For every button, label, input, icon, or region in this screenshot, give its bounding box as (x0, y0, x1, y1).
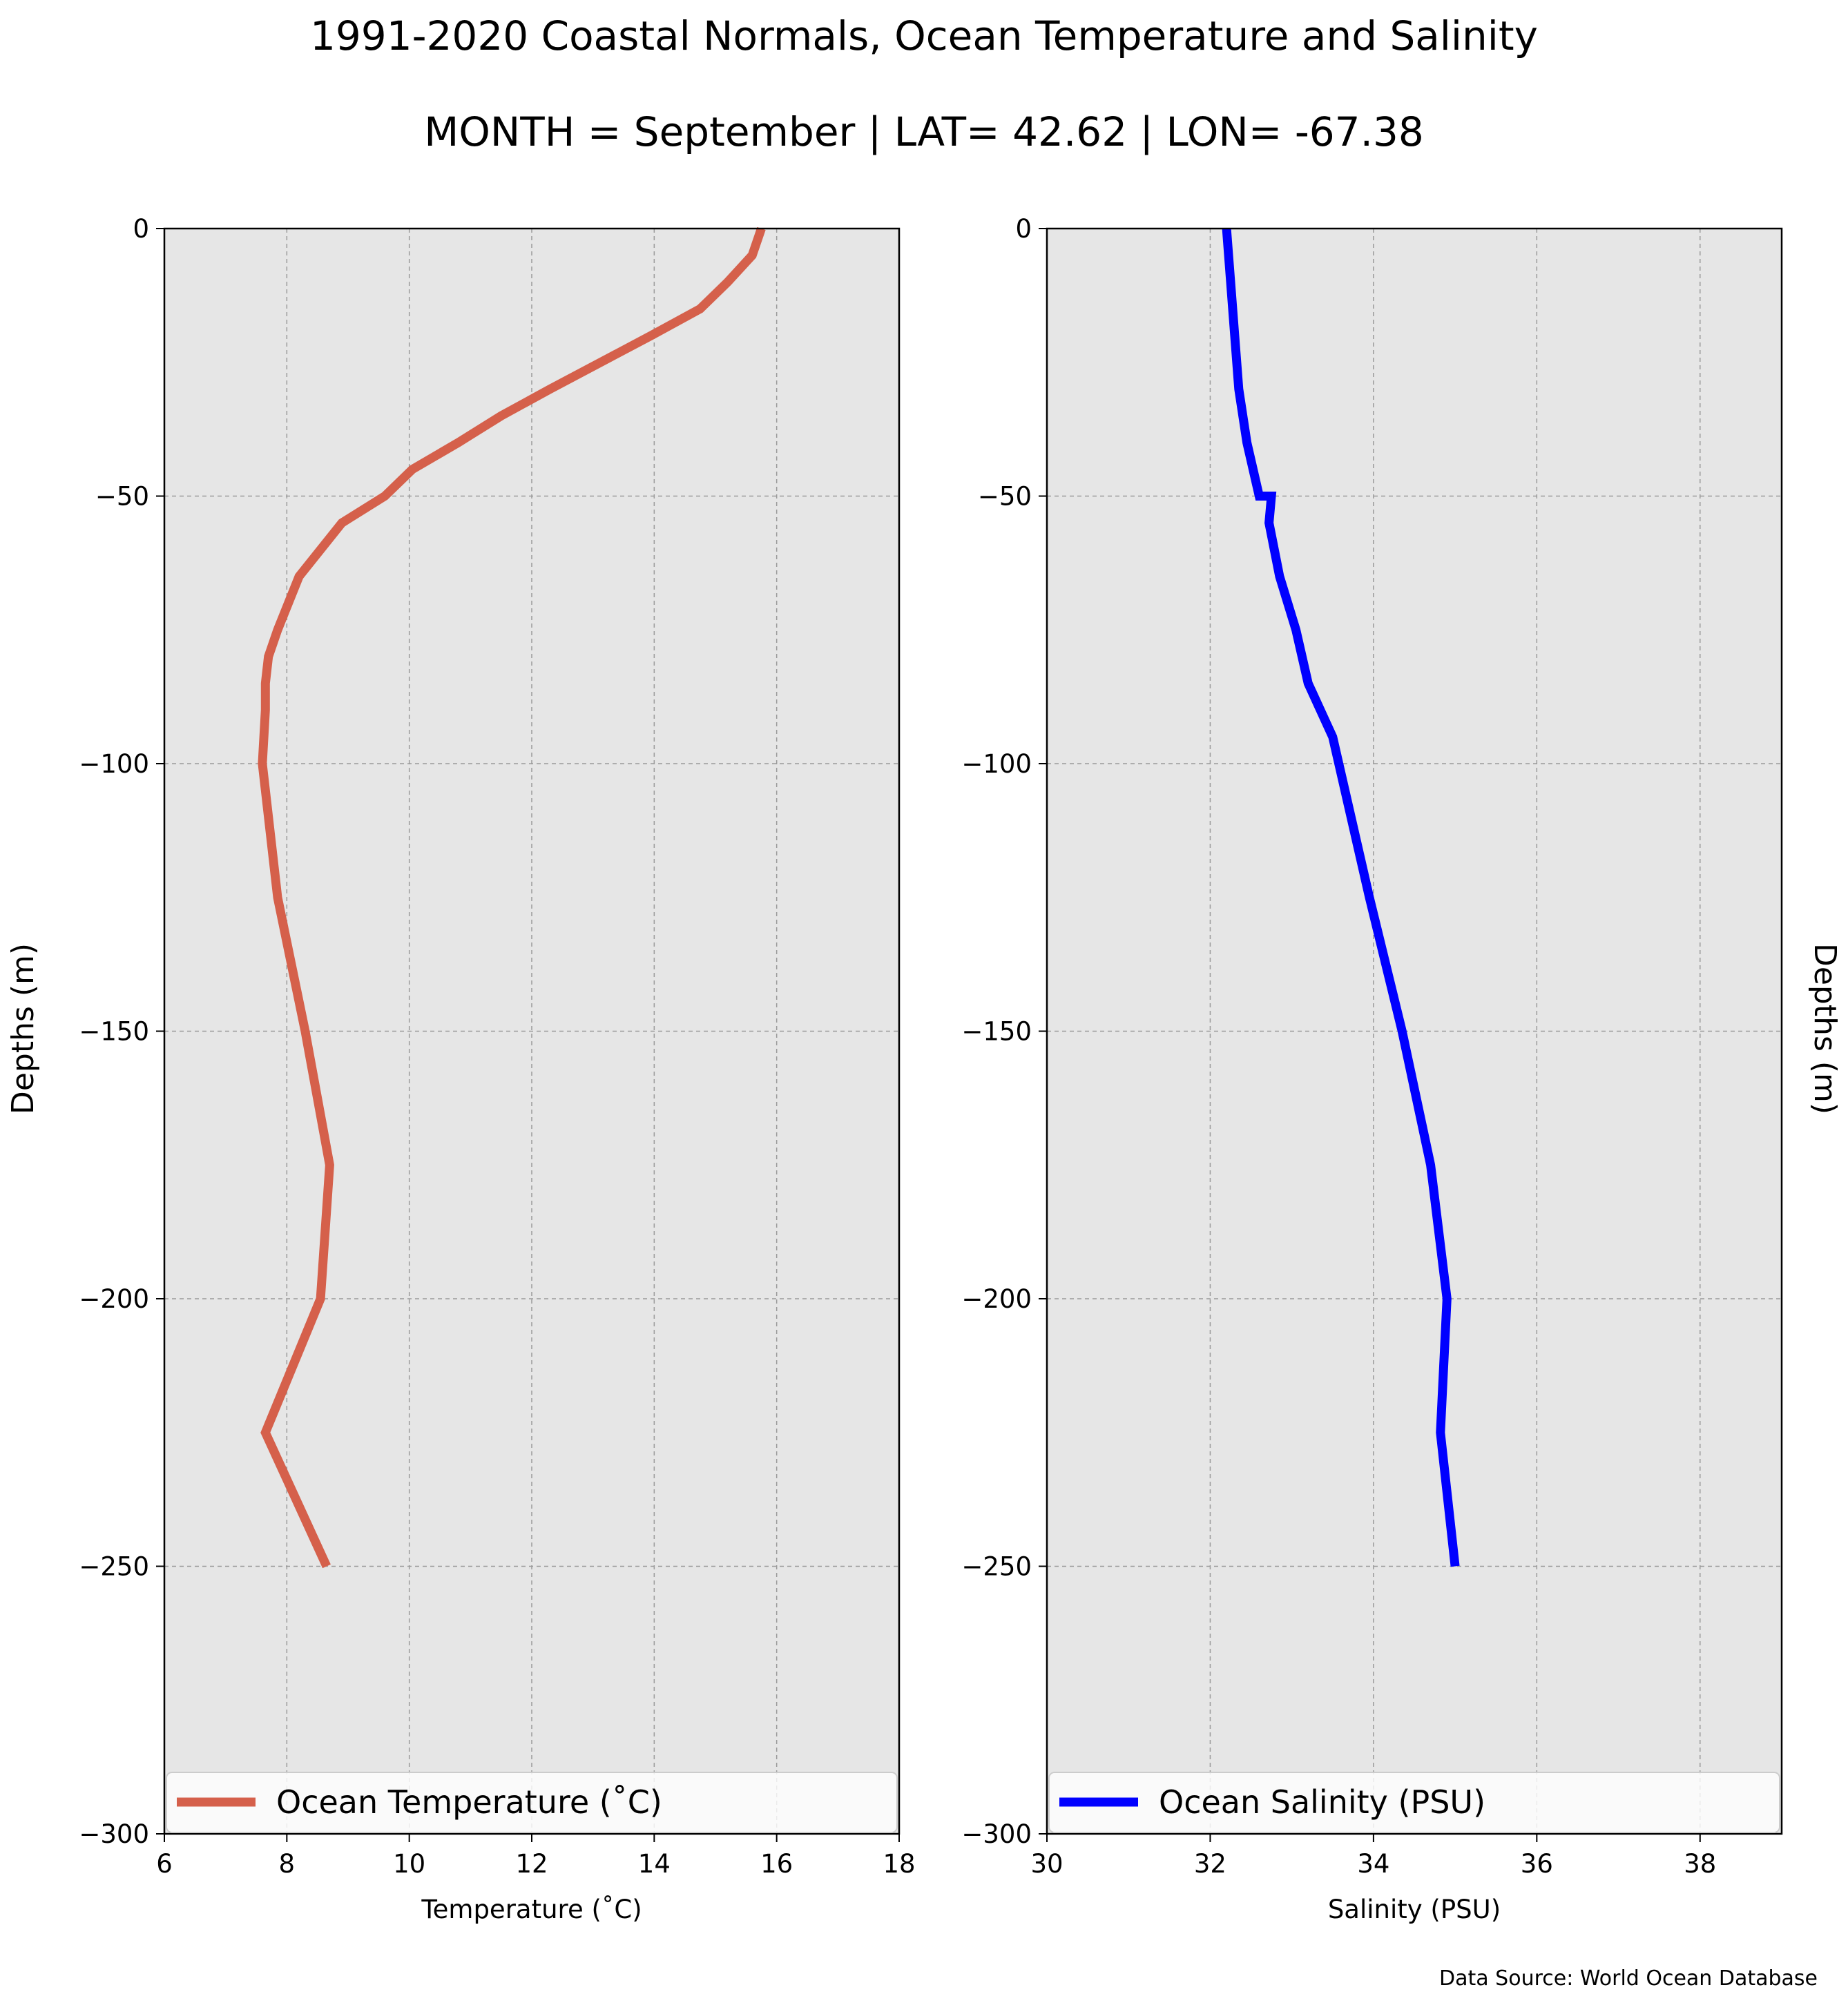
x-tick-label: 8 (279, 1849, 296, 1879)
x-tick-label: 16 (760, 1849, 793, 1879)
y-tick-label: −200 (79, 1284, 149, 1314)
x-tick-label: 34 (1357, 1849, 1389, 1879)
x-axis-label: Salinity (PSU) (1328, 1895, 1501, 1924)
y-tick-label: −100 (961, 749, 1032, 779)
temperature-panel: 6 8 10 12 14 16 18 0 −50 −100 −150 −200 −250 −300 Temp… (79, 214, 915, 1924)
x-tick-label: 30 (1030, 1849, 1063, 1879)
salinity-panel: 30 32 34 36 38 0 −50 −100 −150 −200 −250 −300 Salini… (961, 214, 1783, 1924)
legend-box (166, 1772, 898, 1833)
y-tick-label: −300 (961, 1819, 1032, 1849)
y-tick-label: −50 (95, 482, 149, 512)
x-tick-label: 10 (393, 1849, 425, 1879)
y-tick-label: 0 (133, 214, 149, 244)
y-tick-label: −50 (978, 482, 1032, 512)
y-tick-label: −200 (961, 1284, 1032, 1314)
right-y-axis-label: Depths (m) (1807, 943, 1842, 1114)
figure-title: 1991-2020 Coastal Normals, Ocean Tempera… (310, 12, 1538, 59)
x-tick-label: 36 (1521, 1849, 1553, 1879)
plot-frame (1046, 227, 1783, 1835)
x-tick-label: 12 (515, 1849, 548, 1879)
left-y-axis-label: Depths (m) (6, 943, 41, 1114)
x-tick-label: 32 (1194, 1849, 1226, 1879)
y-tick-label: −150 (79, 1017, 149, 1047)
y-tick-label: −250 (961, 1552, 1032, 1582)
y-tick-label: −300 (79, 1819, 149, 1849)
y-tick-label: −250 (79, 1552, 149, 1582)
legend-label: Ocean Salinity (PSU) (1159, 1783, 1485, 1821)
series-line (258, 226, 766, 1569)
y-tick-label: −100 (79, 749, 149, 779)
y-tick-label: 0 (1015, 214, 1032, 244)
x-tick-label: 38 (1684, 1849, 1716, 1879)
figure-subtitle: MONTH = September | LAT= 42.62 | LON= -6… (424, 108, 1424, 155)
x-tick-label: 18 (883, 1849, 915, 1879)
y-tick-label: −150 (961, 1017, 1032, 1047)
legend-label: Ocean Temperature (˚C) (276, 1783, 662, 1821)
x-axis-label: Temperature (˚C) (421, 1895, 642, 1924)
x-tick-label: 14 (638, 1849, 671, 1879)
x-tick-label: 6 (156, 1849, 173, 1879)
data-source-note: Data Source: World Ocean Database (1439, 1966, 1818, 1991)
legend-box (1048, 1772, 1780, 1833)
plot-frame (163, 227, 901, 1835)
series-line (1222, 228, 1460, 1567)
